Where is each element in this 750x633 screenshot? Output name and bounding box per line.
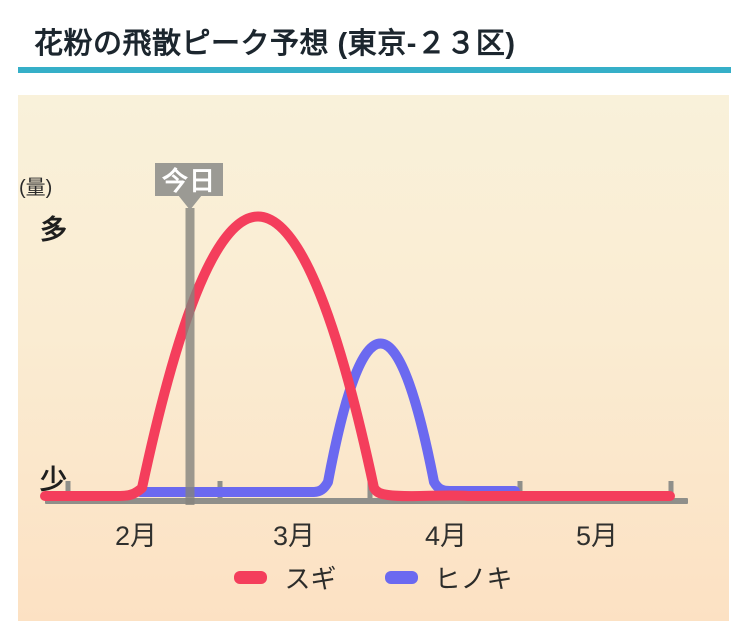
today-bar xyxy=(185,208,195,505)
axis-tick xyxy=(668,481,674,501)
y-axis-unit-label: (量) xyxy=(19,177,53,199)
hinoki-legend-label: ヒノキ xyxy=(434,563,513,594)
pollen-chart xyxy=(40,208,688,505)
page-title: 花粉の飛散ピーク予想 (東京-２３区) xyxy=(34,28,516,60)
today-marker-label: 今日 xyxy=(155,163,223,196)
chart-legend: スギ ヒノキ xyxy=(18,559,729,595)
x-tick-label-feb: 2月 xyxy=(114,521,158,551)
x-tick-label-may: 5月 xyxy=(575,521,619,551)
x-tick-label-mar: 3月 xyxy=(272,521,316,551)
today-marker-pointer xyxy=(178,195,202,210)
legend-item-hinoki: ヒノキ xyxy=(384,559,513,596)
x-tick-label-apr: 4月 xyxy=(424,521,468,551)
y-axis-max-label: 多 xyxy=(40,215,67,245)
hinoki-curve xyxy=(135,338,520,497)
sugi-legend-swatch xyxy=(234,570,268,584)
y-axis-min-label: 少 xyxy=(40,465,67,495)
sugi-legend-label: スギ xyxy=(284,563,337,594)
title-accent-divider xyxy=(18,67,731,73)
chart-panel xyxy=(18,95,729,621)
legend-item-sugi: スギ xyxy=(234,559,337,596)
hinoki-legend-swatch xyxy=(384,570,418,584)
sugi-curve xyxy=(40,211,675,502)
